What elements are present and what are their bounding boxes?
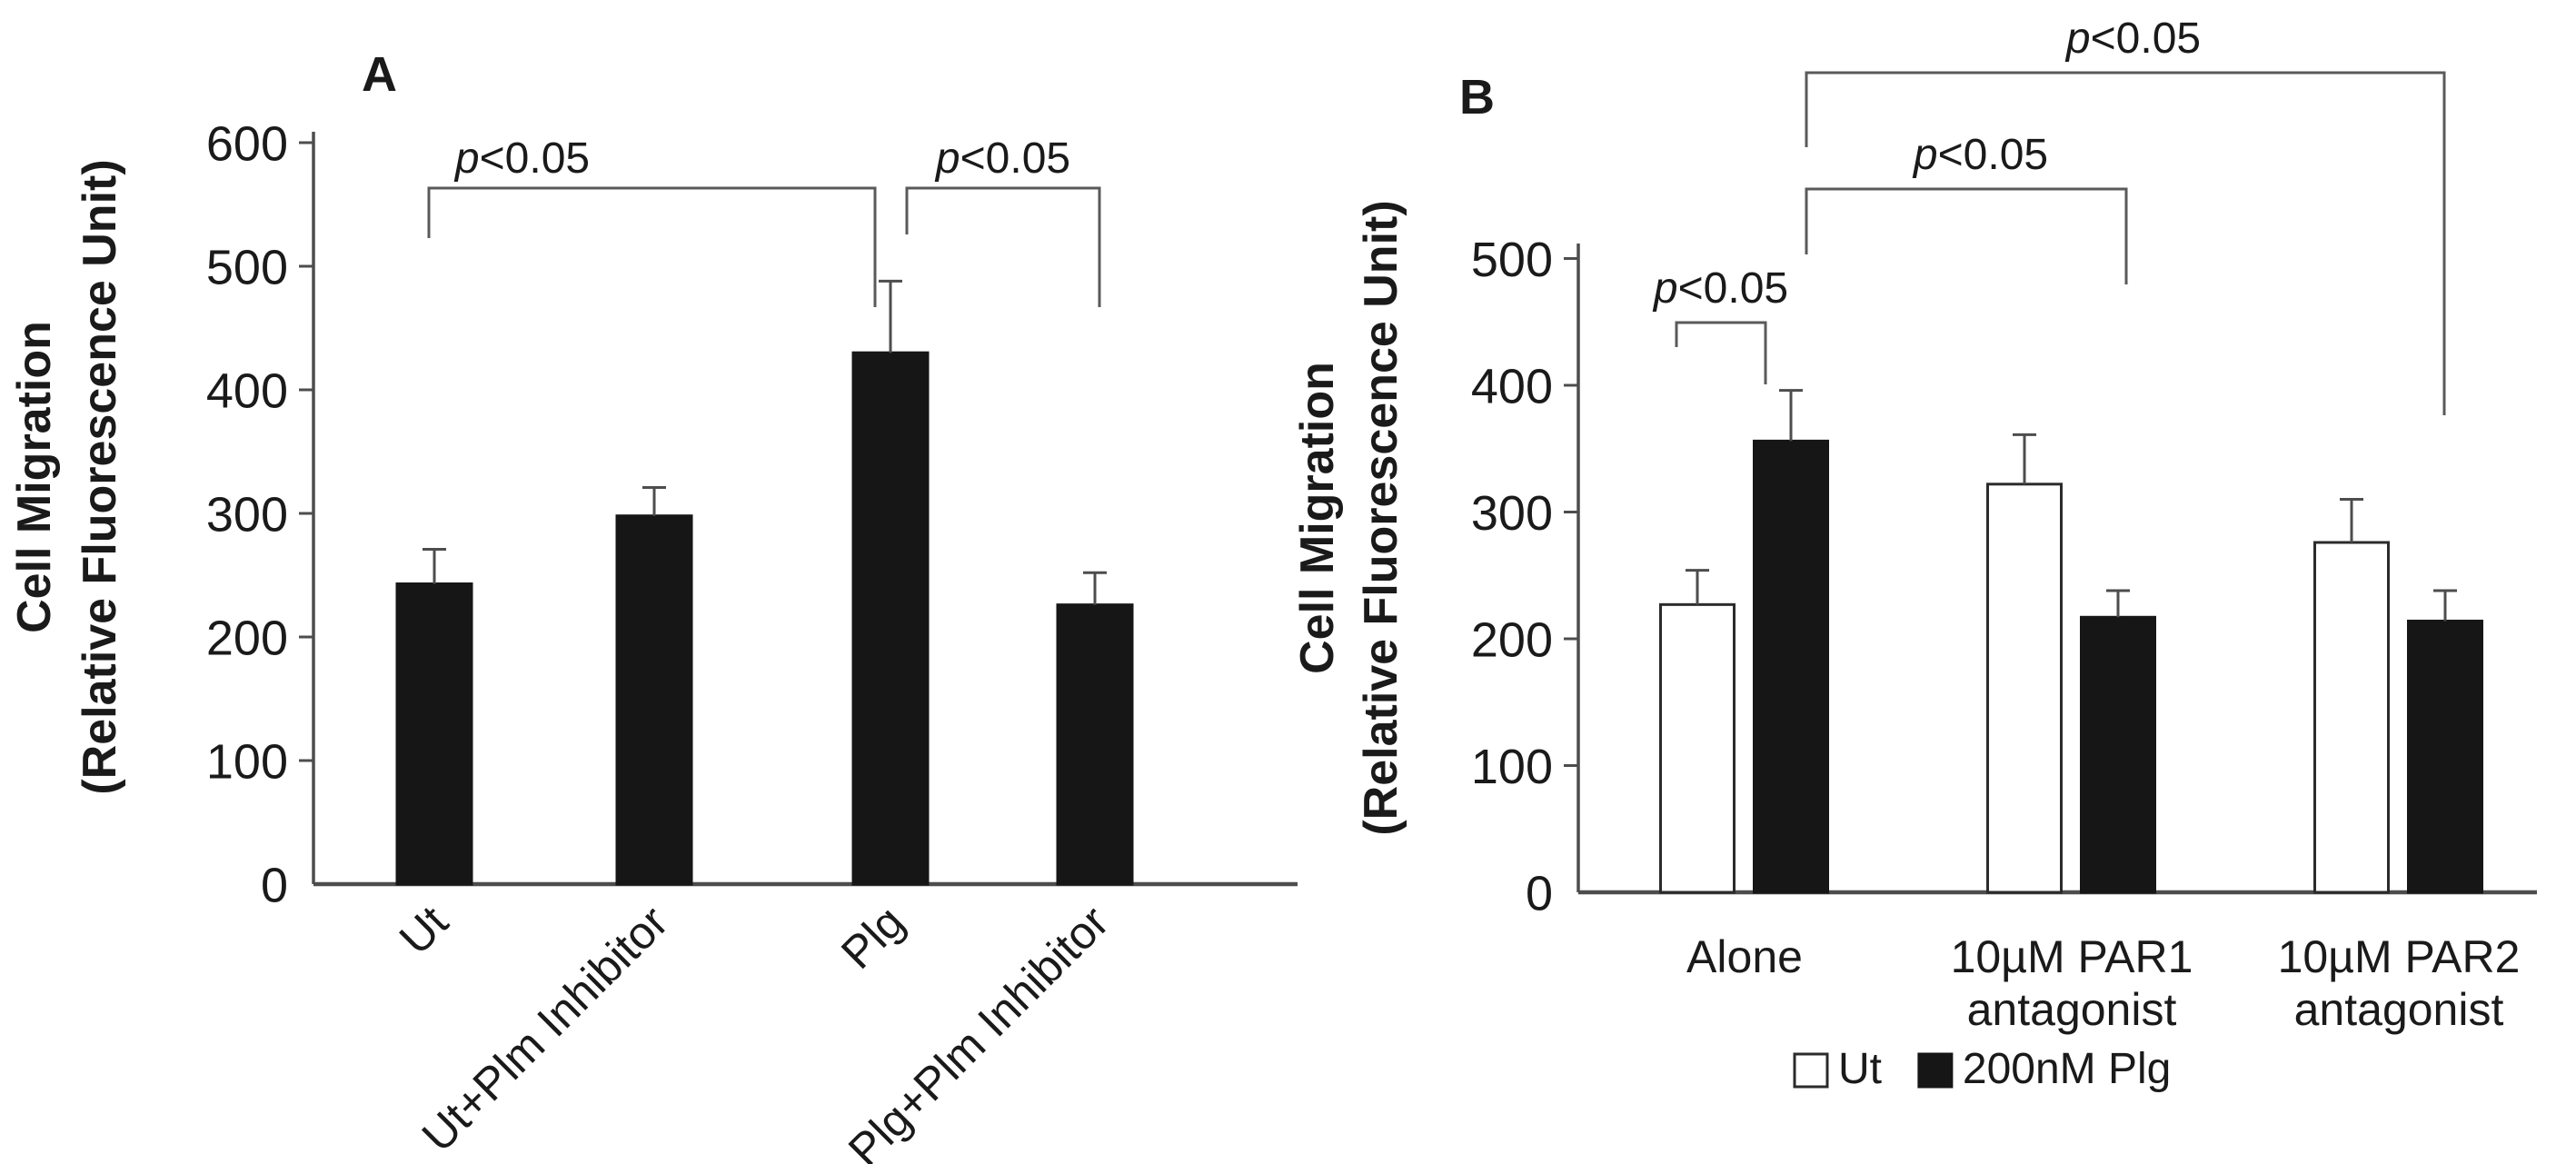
legend-swatch-Ut — [1793, 1052, 1829, 1089]
y-axis-title-line1: Cell Migration — [8, 321, 61, 633]
bar-Ut-10µM-PAR2-antagonist — [2313, 541, 2390, 894]
significance-label: p<0.05 — [453, 134, 590, 183]
significance-bracket — [1675, 321, 1767, 384]
y-tick-label: 0 — [261, 858, 288, 912]
panel-label: B — [1459, 70, 1495, 124]
x-tick-label: 10µM PAR1 — [1951, 931, 2193, 982]
significance-bracket — [905, 186, 1101, 307]
y-axis-title-line2: (Relative Fluorescence Unit) — [74, 159, 126, 794]
x-tick-label: Alone — [1686, 931, 1803, 982]
y-tick-label: 300 — [206, 487, 288, 542]
y-tick-label: 500 — [1471, 233, 1553, 287]
significance-label: p<0.05 — [1652, 264, 1788, 313]
significance-bracket — [1805, 71, 2446, 415]
bar-Ut-Alone — [1659, 602, 1736, 894]
legend-label: 200nM Plg — [1963, 1045, 2171, 1093]
y-tick-label: 400 — [1471, 359, 1553, 413]
x-tick-label: antagonist — [1967, 984, 2177, 1035]
y-tick-label: 100 — [206, 734, 288, 789]
bar-Plg — [851, 351, 930, 886]
significance-label: p<0.05 — [934, 134, 1070, 183]
y-tick-label: 500 — [206, 240, 288, 294]
bar-Ut+Plm-Inhibitor — [615, 514, 693, 886]
y-axis-title-line2: (Relative Fluorescence Unit) — [1355, 200, 1407, 835]
significance-bracket — [427, 186, 877, 307]
y-tick-label: 0 — [1526, 866, 1553, 920]
x-tick-label: antagonist — [2294, 984, 2504, 1035]
y-tick-label: 300 — [1471, 486, 1553, 541]
significance-label: p<0.05 — [2064, 15, 2201, 63]
y-tick-label: 200 — [1471, 612, 1553, 667]
panel-A: A 0 100 200 300 400 500 600 Cell Migration (Relat… — [8, 47, 1298, 1164]
bar-200nM-Plg-Alone — [1753, 439, 1829, 894]
panel-B: B 0 100 200 300 400 500 Cell Migration (Relative… — [1291, 15, 2537, 1093]
legend-label: Ut — [1838, 1045, 1882, 1093]
significance-bracket — [1805, 187, 2128, 284]
y-axis-title-line1: Cell Migration — [1291, 362, 1344, 674]
significance-label: p<0.05 — [1912, 131, 2048, 179]
x-tick-label: Ut — [390, 896, 458, 964]
x-tick-label: 10µM PAR2 — [2278, 931, 2521, 982]
y-tick-label: 100 — [1471, 740, 1553, 794]
legend-swatch-200nM-Plg — [1917, 1052, 1954, 1089]
legend: Ut 200nM Plg — [1793, 1045, 2171, 1093]
y-tick-label: 200 — [206, 611, 288, 665]
bar-Plg+Plm-Inhibitor — [1056, 603, 1134, 886]
bar-200nM-Plg-10µM-PAR1-antagonist — [2080, 615, 2156, 894]
bar-200nM-Plg-10µM-PAR2-antagonist — [2407, 619, 2483, 894]
x-tick-label: Plg — [831, 896, 914, 979]
y-tick-label: 600 — [206, 116, 288, 171]
bar-Ut — [395, 582, 473, 886]
panel-label: A — [362, 47, 397, 102]
bar-Ut-10µM-PAR1-antagonist — [1986, 483, 2063, 894]
y-tick-label: 400 — [206, 363, 288, 418]
